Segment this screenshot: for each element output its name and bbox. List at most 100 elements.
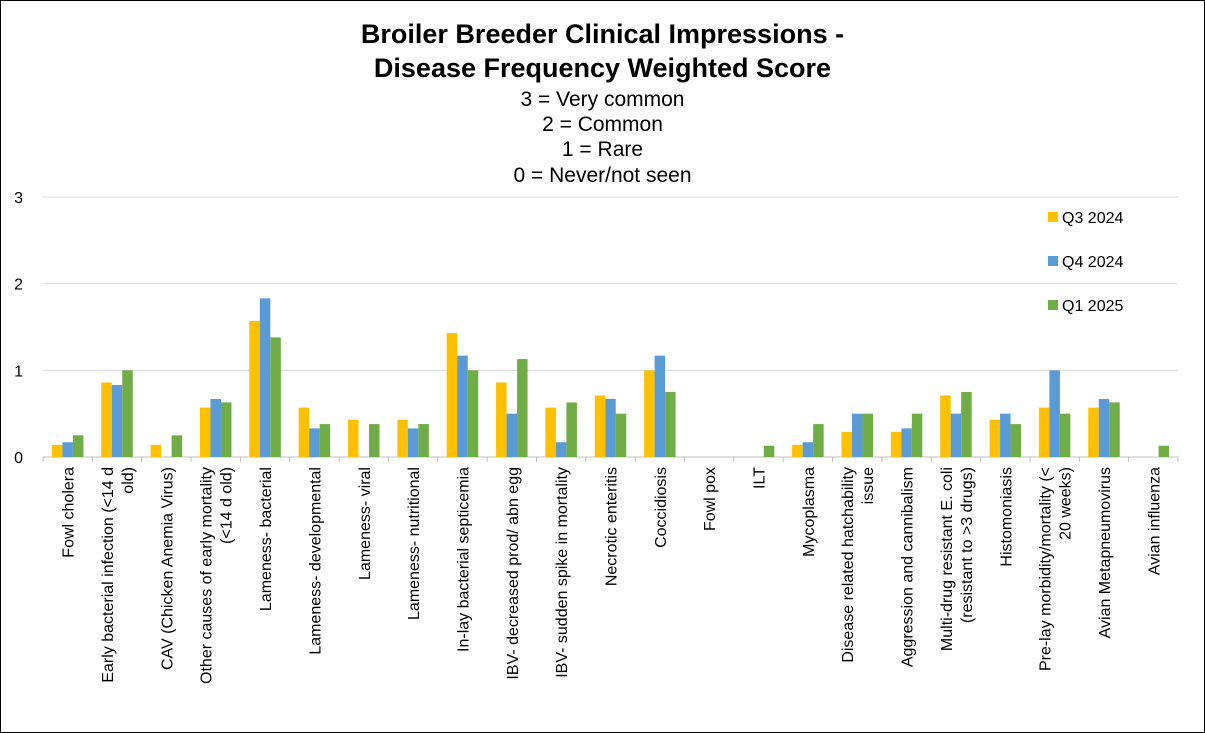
legend-swatch [1048,300,1058,310]
bar [961,392,972,457]
bar [890,431,902,457]
x-tick-label: Multi-drug resistant E. coli [939,467,956,651]
bar [901,428,912,457]
x-tick-label: old) [120,467,137,494]
x-tick-label: (resistant to >3 drugs) [959,467,976,623]
bar [1010,424,1022,457]
bar [210,398,221,457]
chart-subtitle-line-4: 0 = Never/not seen [513,164,692,187]
bar [1049,370,1060,457]
bar [369,424,380,457]
bar [457,355,468,457]
bar [989,419,1001,457]
bar [763,445,775,457]
chart-title-line-2: Disease Frequency Weighted Score [373,53,832,83]
legend-swatch [1048,256,1058,266]
bar [150,444,162,457]
bar [72,435,84,457]
bar [122,370,133,457]
x-tick-label: Necrotic enteritis [604,467,621,586]
x-tick-label: issue [860,467,877,504]
bar [517,359,528,457]
chart-subtitle-line-1: 3 = Very common [520,88,685,111]
y-tick-label: 2 [14,277,23,294]
bar [407,428,419,457]
x-tick-label: Fowl pox [702,467,719,531]
bar [851,413,863,457]
bar [594,395,606,457]
bar [496,382,507,457]
x-tick-label: IBV- decreased prod/ abn egg [505,467,522,680]
bar [309,428,320,457]
bar [298,407,310,457]
bar [841,431,852,457]
bar [171,435,183,457]
bar [51,444,63,457]
bar [1000,413,1011,457]
chart-subtitle-line-3: 1 = Rare [561,138,644,161]
x-tick-label: Other causes of early mortality [199,467,216,684]
chart-title-line-1: Broiler Breeder Clinical Impressions - [360,19,845,49]
x-tick-label: Avian Metapneumovirus [1097,467,1114,638]
bar [813,424,824,457]
x-tick-label: Lameness- developmental [307,467,324,655]
y-tick-label: 0 [14,450,23,467]
x-tick-label: Pre-lay morbidity/mortality (< [1038,467,1055,671]
legend-label: Q4 2024 [1062,254,1123,271]
bar [259,298,271,457]
legend-swatch [1048,212,1058,222]
bar [418,424,429,457]
bar [1088,407,1099,457]
bar [506,413,518,457]
x-tick-label: Coccidiosis [653,467,670,548]
bar [1059,413,1071,457]
bar [566,402,577,457]
x-tick-label: Mycoplasma [801,467,818,557]
bar [467,370,479,457]
bar [270,337,281,457]
legend-label: Q1 2025 [1062,298,1123,315]
bar [397,419,408,457]
x-tick-label: (<14 d old) [219,467,236,544]
x-tick-label: Early bacterial infection (<14 d [100,467,117,683]
x-tick-label: Lameness- viral [357,467,374,580]
x-tick-label: ILT [752,467,769,489]
x-tick-label: Aggression and cannibalism [900,467,917,667]
x-tick-label: IBV- sudden spike in mortality [554,467,571,678]
bar [605,398,616,457]
x-tick-label: Fowl cholera [61,467,78,558]
chart-subtitle-line-2: 2 = Common [542,113,663,136]
x-tick-label: Lameness- nutritional [406,467,423,620]
bar [101,382,112,457]
y-tick-label: 3 [14,190,23,207]
x-tick-label: In-lay bacterial septicemia [455,467,472,652]
bar [1109,402,1120,457]
y-tick-label: 1 [14,363,23,380]
bar [665,392,676,457]
bar [199,407,211,457]
bar [220,402,232,457]
bar [644,370,655,457]
bar [348,419,359,457]
bar [319,424,331,457]
bar [111,385,123,457]
bar [545,407,556,457]
bar [802,442,814,457]
bar [950,413,962,457]
bar [446,333,458,457]
bar [654,355,666,457]
legend-label: Q3 2024 [1062,210,1123,227]
x-tick-label: Histomoniasis [998,467,1015,567]
bar [1158,445,1170,457]
bar [862,413,873,457]
bar [62,442,73,457]
x-tick-label: CAV (Chicken Anemia Virus) [159,467,176,670]
bar [249,320,260,457]
bar [911,413,923,457]
bar [1098,398,1110,457]
x-tick-label: Disease related hatchability [840,467,857,663]
bar [615,413,627,457]
bar [555,442,567,457]
